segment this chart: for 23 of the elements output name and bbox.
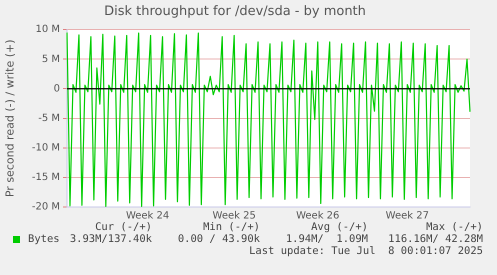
text: Avg (-/+) [311,221,368,233]
y-tick-label: -15 M [32,172,60,184]
text: 0.00 / 43.90k [178,233,260,245]
text: Max (-/+) [426,221,483,233]
chart-title: Disk throughput for /dev/sda - by month [104,4,366,20]
text: Last update: Tue Jul 8 00:01:07 2025 [249,245,483,257]
text: 1.94M/ 1.09M [286,233,368,245]
y-tick-label: 0 [54,83,60,94]
text: 3.93M/137.40k [70,233,152,245]
y-tick-label: -5 M [38,112,60,124]
y-tick-label: 5 M [42,54,60,65]
x-tick-label: Week 26 [296,210,340,222]
text: Min (-/+) [203,221,260,233]
x-tick-label: Week 27 [386,210,429,222]
y-tick-label: -10 M [32,142,60,154]
y-axis-title: Pr second read (-) / write (+) [3,39,16,198]
x-tick-label: Week 25 [212,210,256,222]
y-tick-label: 10 M [35,24,60,36]
legend-label: Bytes [28,233,60,245]
y-tick-label: -20 M [32,202,60,213]
text: 116.16M/ 42.28M [388,233,483,245]
x-tick-label: Week 24 [126,210,170,222]
text: Cur (-/+) [95,221,152,233]
